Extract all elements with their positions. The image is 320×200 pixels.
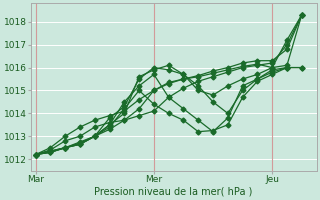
X-axis label: Pression niveau de la mer( hPa ): Pression niveau de la mer( hPa ) [94,187,253,197]
